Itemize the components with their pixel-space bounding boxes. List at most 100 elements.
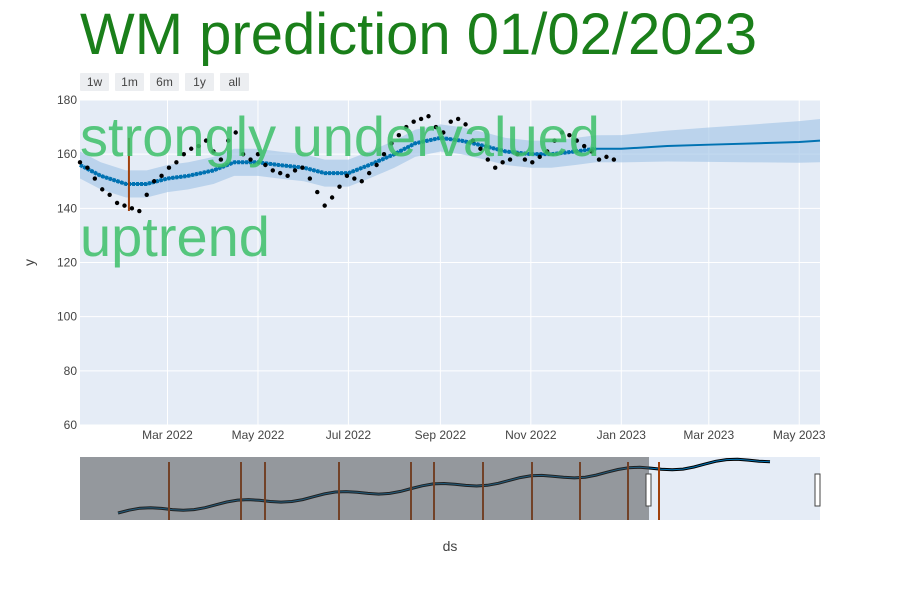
actual-point [203, 138, 209, 143]
actual-point [507, 157, 513, 162]
x-tick-label: Nov 2022 [505, 428, 557, 442]
actual-point [226, 138, 231, 143]
actual-point [604, 154, 609, 160]
trend-annotation: uptrend [80, 205, 270, 268]
range-slider [80, 457, 821, 520]
actual-point [270, 168, 275, 173]
y-tick-label: 180 [57, 93, 77, 107]
x-tick-label: Mar 2023 [683, 428, 734, 442]
actual-point [582, 143, 587, 149]
actual-point [151, 179, 157, 184]
actual-point [174, 160, 179, 165]
actual-point [537, 154, 542, 160]
actual-point [559, 130, 565, 135]
x-tick-label: May 2022 [232, 428, 285, 442]
actual-point [411, 119, 416, 124]
actual-point [596, 157, 602, 162]
actual-point [366, 170, 372, 176]
actual-point [359, 179, 364, 184]
actual-point [263, 162, 268, 168]
actual-point [396, 133, 402, 138]
range-button-6m[interactable]: 6m [150, 73, 179, 91]
actual-point [129, 206, 135, 211]
actual-point [478, 146, 483, 151]
actual-point [589, 149, 594, 154]
actual-point [85, 165, 90, 170]
actual-point [404, 124, 409, 130]
actual-point [515, 151, 520, 157]
actual-point [107, 192, 112, 197]
chart-title: WM prediction 01/02/2023 [80, 2, 758, 67]
valuation-annotation: strongly undervalued [80, 105, 600, 168]
actual-point [552, 138, 557, 143]
actual-point [344, 173, 350, 179]
range-button-1m[interactable]: 1m [115, 73, 144, 91]
actual-point [374, 162, 379, 168]
actual-point [426, 114, 431, 119]
actual-point [100, 187, 105, 192]
x-tick-label: Jan 2023 [597, 428, 647, 442]
x-tick-label: Sep 2022 [415, 428, 467, 442]
actual-point [567, 133, 572, 138]
actual-point [455, 116, 461, 122]
actual-point [418, 116, 424, 122]
actual-point [574, 138, 579, 143]
x-tick-label: Mar 2022 [142, 428, 193, 442]
x-tick-label: May 2023 [773, 428, 826, 442]
actual-point [285, 173, 290, 179]
actual-point [77, 160, 83, 165]
x-axis-title: ds [443, 538, 458, 554]
actual-point [255, 151, 261, 157]
actual-point [240, 151, 246, 157]
actual-point [329, 195, 335, 200]
actual-point [278, 170, 283, 176]
y-tick-label: 120 [57, 256, 77, 270]
actual-point [470, 138, 476, 143]
actual-point [233, 130, 238, 135]
actual-point [166, 165, 172, 170]
actual-point [389, 141, 394, 146]
y-axis-title: y [21, 259, 37, 266]
actual-point [92, 176, 98, 181]
y-tick-label: 60 [64, 418, 78, 432]
range-slider-left-handle[interactable] [645, 473, 652, 507]
actual-point [352, 176, 357, 181]
actual-point [485, 157, 491, 162]
actual-point [315, 189, 320, 195]
y-tick-label: 140 [57, 201, 77, 215]
range-slider-mask [80, 457, 649, 520]
uncertainty-band [80, 118, 820, 198]
actual-point [441, 130, 446, 135]
actual-point [211, 149, 216, 154]
actual-point [137, 208, 142, 214]
fitted-line [79, 135, 597, 186]
actual-point [337, 184, 342, 189]
actual-point [159, 173, 164, 179]
actual-point [248, 157, 253, 162]
range-button-all[interactable]: all [220, 73, 249, 91]
actual-point [493, 165, 498, 170]
actual-point [463, 122, 468, 127]
actual-point [292, 168, 298, 173]
range-button-1y[interactable]: 1y [185, 73, 214, 91]
actual-point [196, 143, 201, 149]
y-tick-label: 80 [64, 364, 78, 378]
range-button-1w[interactable]: 1w [80, 73, 109, 91]
actual-point [122, 203, 127, 208]
actual-point [611, 157, 617, 162]
actual-point [181, 151, 187, 157]
actual-point [522, 157, 528, 162]
y-tick-label: 160 [57, 147, 77, 161]
actual-point [544, 149, 550, 154]
actual-point [218, 157, 224, 162]
actual-point [144, 192, 149, 197]
y-tick-label: 100 [57, 310, 77, 324]
actual-point [322, 203, 327, 208]
actual-point [300, 165, 305, 170]
actual-point [448, 119, 453, 124]
actual-point [500, 160, 505, 165]
actual-point [307, 176, 313, 181]
actual-point [381, 151, 387, 157]
range-slider-right-handle[interactable] [814, 473, 821, 507]
